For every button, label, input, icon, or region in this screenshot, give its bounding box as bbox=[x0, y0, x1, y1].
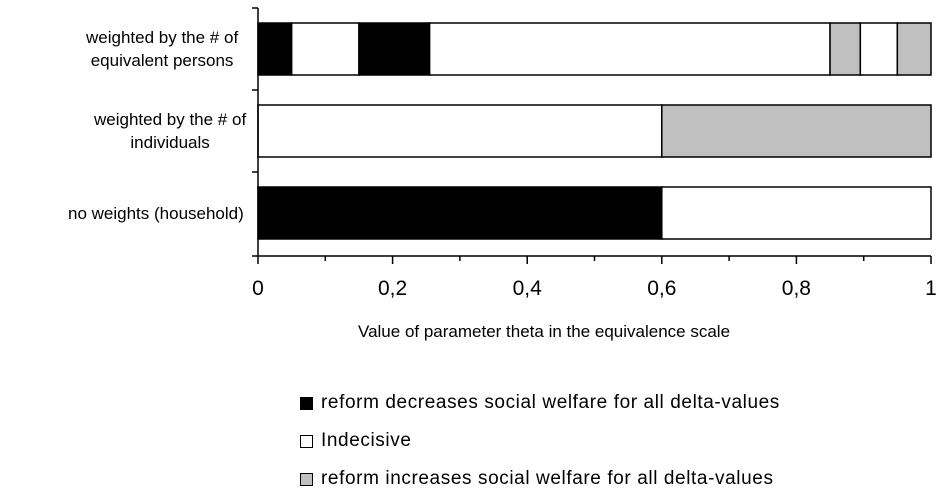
legend-label-indecisive: Indecisive bbox=[321, 430, 412, 451]
legend-swatch-decrease bbox=[300, 396, 313, 410]
x-tick-label: 1 bbox=[925, 277, 937, 300]
x-tick-label: 0,2 bbox=[377, 277, 408, 300]
bar-segment-increase bbox=[829, 22, 862, 76]
bar-segment-indecisive bbox=[859, 22, 899, 76]
bar-segment-decrease bbox=[358, 22, 431, 76]
legend-item-decrease: reform decreases social welfare for all … bbox=[300, 384, 780, 422]
category-label: weighted by the # of individuals bbox=[94, 110, 247, 152]
legend-label-decrease: reform decreases social welfare for all … bbox=[321, 392, 780, 413]
x-tick-label: 0,4 bbox=[512, 277, 542, 300]
legend-swatch-increase bbox=[300, 472, 313, 486]
x-tick-label: 0,8 bbox=[781, 277, 811, 300]
legend-label-increase: reform increases social welfare for all … bbox=[321, 468, 774, 489]
legend-swatch-indecisive bbox=[300, 434, 313, 448]
bar-segment-decrease bbox=[257, 186, 663, 240]
bar-segment-indecisive bbox=[290, 22, 360, 76]
x-tick-label: 0,6 bbox=[647, 277, 677, 300]
category-label: no weights (household) bbox=[68, 203, 244, 223]
x-tick-label: 0 bbox=[252, 277, 264, 300]
bar-segment-increase bbox=[896, 22, 932, 76]
bar-segment-indecisive bbox=[257, 104, 663, 158]
x-axis-title: Value of parameter theta in the equivale… bbox=[358, 322, 731, 341]
bar-segment-indecisive bbox=[661, 186, 932, 240]
chart-plot bbox=[252, 7, 932, 264]
legend: reform decreases social welfare for all … bbox=[300, 384, 780, 498]
bar-segment-indecisive bbox=[428, 22, 831, 76]
category-label: weighted by the # of equivalent persons bbox=[86, 28, 239, 70]
bar-segment-decrease bbox=[257, 22, 293, 76]
bar-segment-increase bbox=[661, 104, 932, 158]
legend-item-indecisive: Indecisive bbox=[300, 422, 780, 460]
legend-item-increase: reform increases social welfare for all … bbox=[300, 460, 780, 498]
